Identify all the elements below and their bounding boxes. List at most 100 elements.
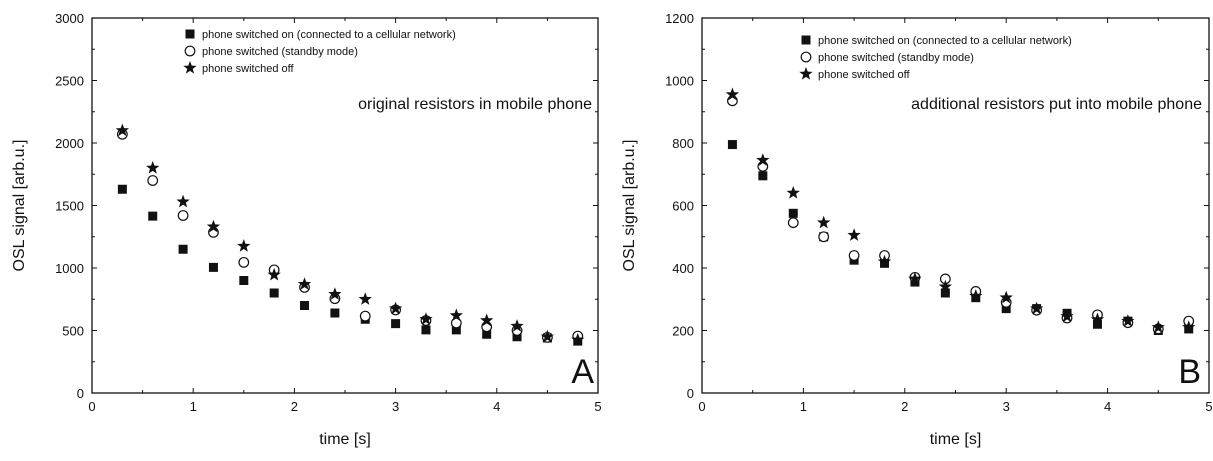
legend-entry: phone switched off	[818, 69, 910, 81]
data-point-square	[391, 319, 401, 329]
data-point-star	[1029, 301, 1044, 315]
data-point-star	[176, 194, 190, 208]
legend-marker-circle	[800, 51, 812, 63]
data-point-star	[358, 292, 372, 305]
data-point-star	[540, 329, 555, 343]
data-point-star	[817, 215, 831, 229]
x-tick-label: 5	[594, 399, 601, 414]
data-point-star	[146, 161, 160, 174]
data-point-star	[510, 319, 524, 332]
y-tick-label: 1500	[55, 199, 84, 214]
data-point-star	[1090, 312, 1105, 326]
data-point-square	[788, 208, 798, 218]
data-point-square	[330, 308, 340, 318]
data-point-star	[571, 332, 585, 346]
data-point-star	[969, 289, 983, 302]
data-point-star	[206, 219, 221, 233]
data-point-circle	[147, 175, 159, 186]
x-tick-label: 3	[392, 399, 399, 414]
data-point-circle	[238, 256, 250, 268]
data-point-star	[388, 301, 403, 315]
data-point-circle	[818, 231, 830, 243]
y-tick-label: 600	[672, 199, 694, 214]
data-point-star	[1060, 309, 1074, 323]
y-tick-label: 3000	[55, 11, 84, 26]
data-point-star	[756, 153, 770, 166]
legend-marker-square	[185, 29, 195, 39]
data-point-square	[239, 276, 249, 285]
x-tick-label: 1	[800, 399, 807, 414]
y-tick-label: 500	[62, 324, 84, 339]
data-point-star	[999, 290, 1013, 304]
data-point-circle	[787, 217, 799, 229]
data-point-star	[1151, 320, 1165, 334]
panel-letter: B	[1178, 353, 1201, 391]
y-tick-label: 0	[77, 386, 84, 401]
data-point-star	[237, 239, 251, 252]
legend-entry: phone switched on (connected to a cellul…	[818, 35, 1072, 47]
data-point-circle	[177, 210, 189, 221]
x-tick-label: 2	[291, 399, 298, 414]
x-tick-label: 1	[190, 399, 197, 414]
data-point-square	[451, 325, 461, 335]
x-tick-label: 3	[1003, 399, 1010, 414]
series-star	[725, 87, 1196, 334]
data-point-star	[908, 271, 922, 285]
series-star	[115, 123, 585, 346]
y-tick-label: 1000	[55, 261, 84, 276]
data-point-star	[267, 267, 281, 281]
data-point-star	[786, 186, 800, 199]
legend-marker-square	[801, 35, 811, 45]
data-point-star	[1121, 314, 1135, 327]
data-point-square	[300, 301, 310, 310]
x-tick-label: 4	[493, 399, 500, 414]
y-tick-label: 200	[672, 324, 694, 339]
plot-frame	[91, 17, 599, 394]
x-tick-label: 4	[1104, 399, 1111, 414]
series-circle	[116, 128, 584, 343]
legend-entry: phone switched (standby mode)	[202, 46, 358, 58]
data-point-circle	[848, 250, 860, 261]
y-tick-label: 0	[687, 386, 694, 401]
x-axis-label: time [s]	[319, 431, 371, 448]
chart-panel-b: 0 1 2 3 4 5 0 200 400 600 800 1000 1200 time [s] OSL s…	[621, 11, 1213, 448]
y-axis-label: OSL signal [arb.u.]	[11, 140, 28, 272]
data-point-square	[178, 244, 188, 254]
data-point-star	[847, 228, 861, 241]
data-point-star	[419, 312, 433, 325]
legend-marker-star	[799, 67, 813, 80]
data-point-square	[758, 171, 768, 181]
panel-annotation: original resistors in mobile phone	[358, 96, 592, 113]
data-point-star	[449, 308, 463, 322]
x-axis-label: time [s]	[930, 431, 982, 448]
data-point-star	[725, 87, 740, 101]
data-point-square	[1001, 304, 1011, 314]
data-point-circle	[359, 310, 371, 322]
data-point-square	[208, 262, 218, 272]
x-tick-label: 0	[88, 399, 95, 414]
data-point-square	[940, 288, 950, 298]
data-point-square	[512, 332, 522, 342]
data-point-square	[482, 329, 492, 339]
data-point-square	[421, 325, 431, 335]
legend: phone switched on (connected to a cellul…	[799, 35, 1072, 81]
y-tick-label: 1000	[665, 74, 694, 89]
plot-frame	[701, 17, 1210, 394]
data-point-star	[877, 254, 892, 268]
y-tick-label: 2000	[55, 136, 84, 151]
x-tick-label: 5	[1205, 399, 1212, 414]
x-tick-label: 0	[698, 399, 705, 414]
legend-entry: phone switched (standby mode)	[818, 52, 974, 64]
legend-marker-circle	[184, 45, 196, 57]
data-point-square	[727, 140, 737, 150]
data-point-square	[1092, 319, 1102, 329]
legend-entry: phone switched off	[202, 63, 294, 75]
series-square	[727, 140, 1194, 335]
panel-annotation: additional resistors put into mobile pho…	[911, 96, 1202, 113]
data-point-star	[480, 313, 494, 327]
panel-letter: A	[571, 353, 594, 391]
y-tick-label: 400	[672, 261, 694, 276]
data-point-star	[1182, 320, 1196, 334]
